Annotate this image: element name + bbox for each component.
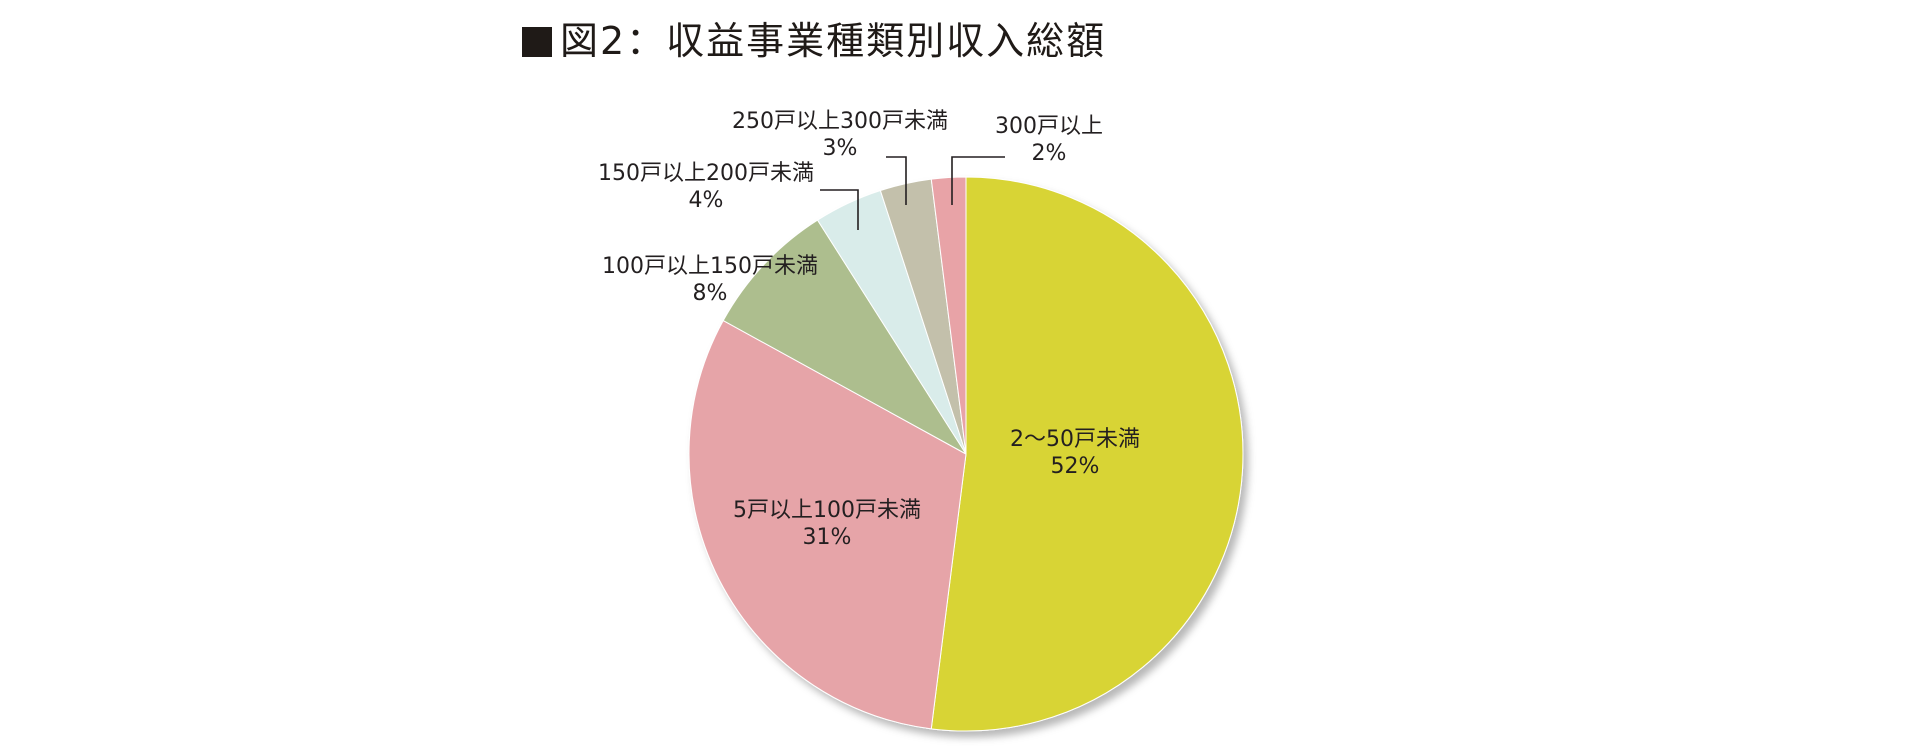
slice-value-label: 2%: [1032, 141, 1067, 166]
slice-category-label: 5戸以上100戸未満: [733, 498, 921, 523]
pie-slice: [688, 319, 967, 730]
leader-line: [951, 156, 1005, 205]
slice-value-label: 8%: [693, 281, 728, 306]
pie-slice: [722, 219, 967, 455]
slice-category-label: 250戸以上300戸未満: [732, 109, 948, 134]
slice-value-label: 4%: [689, 188, 724, 213]
slice-category-label: 300戸以上: [995, 114, 1103, 139]
slice-value-label: 52%: [1051, 454, 1100, 479]
slice-value-label: 3%: [823, 136, 858, 161]
leader-line: [820, 189, 859, 230]
pie-slices: [688, 176, 1244, 732]
leader-line: [886, 156, 907, 205]
slice-value-label: 31%: [803, 525, 852, 550]
slice-category-label: 150戸以上200戸未満: [598, 161, 814, 186]
pie-slice: [930, 176, 967, 455]
chart-title-text: 図2：収益事業種類別収入総額: [560, 19, 1107, 63]
chart-title: 図2：収益事業種類別収入総額: [522, 16, 1106, 66]
title-square-icon: [522, 27, 552, 57]
pie-slice: [930, 176, 1244, 732]
slice-category-label: 2〜50戸未満: [1010, 427, 1140, 452]
leader-lines: [820, 156, 1005, 230]
slice-category-label: 100戸以上150戸未満: [602, 254, 818, 279]
